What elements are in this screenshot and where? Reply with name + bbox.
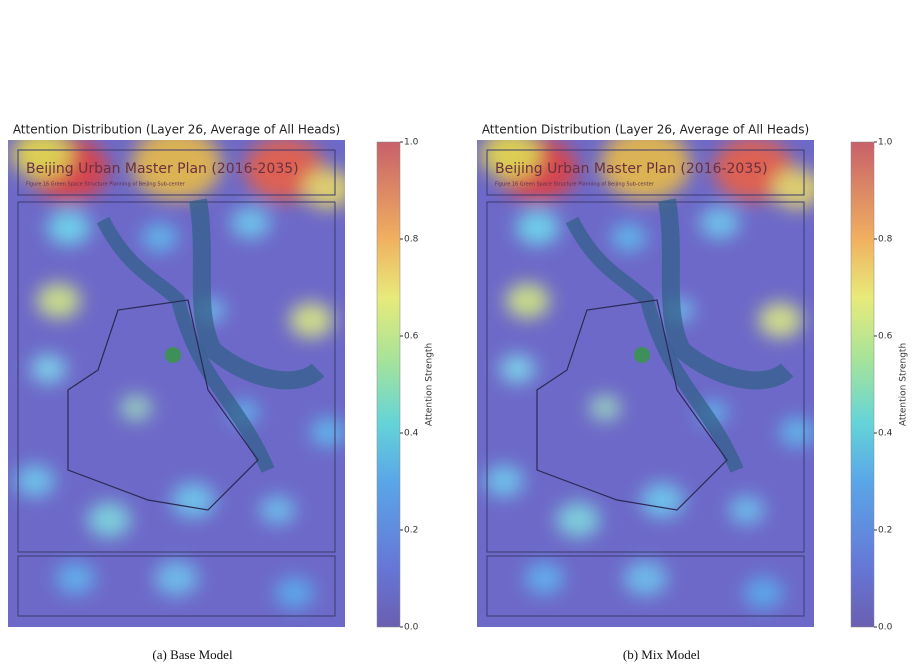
attention-blob	[699, 206, 740, 239]
colorbar-tick-label: 0.6	[404, 332, 419, 342]
attention-blob	[640, 482, 685, 518]
colorbar-tick-label: 0.8	[404, 235, 419, 245]
map-subtitle: Figure 16 Green Space Structure Planning…	[495, 182, 655, 188]
colorbar	[850, 141, 875, 628]
attention-blob	[758, 302, 803, 338]
colorbar	[376, 141, 401, 628]
attention-blob	[728, 495, 765, 525]
attention-blob	[30, 354, 67, 384]
attention-blob	[55, 562, 96, 595]
attention-blob	[515, 210, 560, 246]
colorbar-label: Attention Strength	[899, 343, 909, 426]
colorbar-tick-label: 0.0	[878, 623, 893, 633]
map-legend-box	[17, 555, 336, 617]
river	[96, 216, 275, 473]
colorbar-tick-label: 0.2	[878, 526, 892, 536]
attention-blob	[154, 560, 199, 596]
colorbar-tick-label: 1.0	[878, 138, 893, 148]
map-legend-box	[486, 555, 805, 617]
attention-blob	[483, 464, 524, 497]
district-boundary	[67, 299, 259, 511]
attention-blob	[556, 502, 601, 538]
attention-blob	[779, 417, 814, 447]
map-marker	[165, 347, 181, 363]
attention-blob	[499, 354, 536, 384]
attention-blob	[610, 223, 647, 252]
attention-blob	[303, 168, 345, 209]
attention-blob	[259, 495, 296, 525]
caption: (b) Mix Model	[623, 647, 701, 662]
colorbar-label: Attention Strength	[425, 343, 435, 426]
attention-blob	[36, 283, 81, 319]
colorbar-tick-label: 0.4	[878, 429, 893, 439]
attention-blob	[87, 502, 132, 538]
district-boundary	[536, 299, 728, 511]
colorbar-tick-label: 0.0	[404, 623, 419, 633]
colorbar-tick-label: 1.0	[404, 138, 419, 148]
attention-overlay	[11, 140, 345, 609]
colorbar-tick-label: 0.2	[404, 526, 418, 536]
panel: Attention Distribution (Layer 26, Averag…	[477, 123, 909, 662]
attention-blob	[289, 302, 334, 338]
attention-blob	[743, 576, 784, 609]
attention-blob	[131, 140, 222, 201]
attention-blob	[274, 576, 315, 609]
river	[565, 216, 744, 473]
map-subtitle: Figure 16 Green Space Structure Planning…	[26, 182, 186, 188]
attention-blob	[310, 417, 345, 447]
attention-blob	[524, 562, 565, 595]
map-title: Beijing Urban Master Plan (2016-2035)	[495, 161, 768, 177]
attention-blob	[171, 482, 216, 518]
map-title: Beijing Urban Master Plan (2016-2035)	[26, 161, 299, 177]
attention-blob	[772, 168, 814, 209]
attention-blob	[505, 283, 550, 319]
attention-blob	[46, 210, 91, 246]
attention-blob	[589, 395, 622, 421]
caption: (a) Base Model	[152, 647, 233, 662]
panel: Attention Distribution (Layer 26, Averag…	[8, 123, 435, 662]
colorbar-tick-label: 0.6	[878, 332, 893, 342]
attention-blob	[141, 223, 178, 252]
map-marker	[634, 347, 650, 363]
attention-blob	[14, 464, 55, 497]
map-frame	[486, 149, 805, 196]
colorbar-tick-label: 0.4	[404, 429, 419, 439]
heatmap-image: Beijing Urban Master Plan (2016-2035) Fig…	[477, 140, 814, 627]
attention-blob	[600, 140, 691, 201]
panel-title: Attention Distribution (Layer 26, Averag…	[13, 123, 340, 137]
river	[189, 198, 325, 390]
attention-blob	[120, 395, 153, 421]
map-frame	[486, 201, 805, 553]
map-frame	[17, 201, 336, 553]
attention-blob	[623, 560, 668, 596]
attention-blob	[230, 206, 271, 239]
river	[658, 198, 794, 390]
heatmap-image: Beijing Urban Master Plan (2016-2035) Fig…	[8, 140, 345, 627]
panel-title: Attention Distribution (Layer 26, Averag…	[482, 123, 809, 137]
colorbar-tick-label: 0.8	[878, 235, 893, 245]
map-frame	[17, 149, 336, 196]
